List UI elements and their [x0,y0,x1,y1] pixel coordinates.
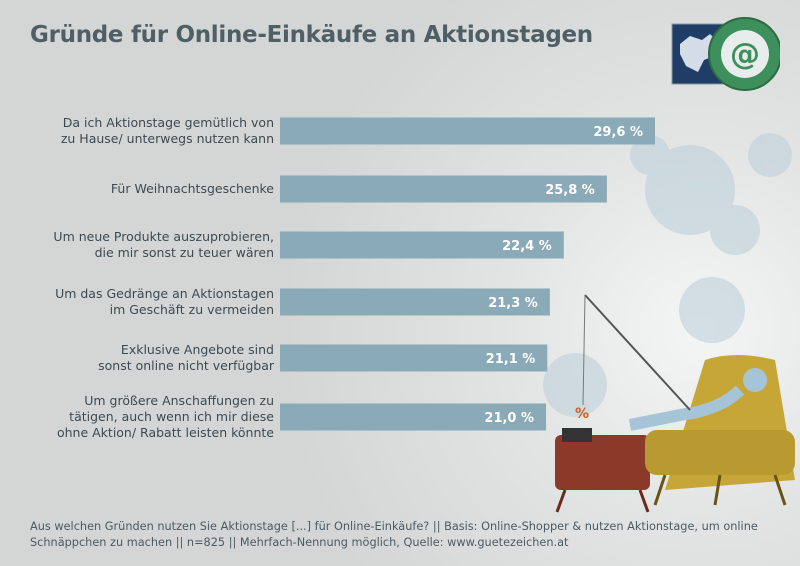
category-label-line: zu Hause/ unterwegs nutzen kann [60,131,274,146]
category-label: Um das Gedränge an Aktionstagen im Geschä… [4,286,274,318]
category-label: Um größere Anschaffungen zu tätigen, auch… [4,393,274,441]
bar [280,403,547,431]
category-label: Da ich Aktionstage gemütlich von zu Hause… [4,115,274,147]
data-label: 21,3 % [488,296,538,311]
svg-text:@: @ [730,37,760,72]
bar [280,231,564,259]
armchair-illustration: % [555,294,795,513]
data-label: 21,0 % [484,411,534,426]
bar [280,175,607,203]
data-label: 29,6 % [593,125,643,140]
footnote-line-2: Schnäppchen zu machen || n=825 || Mehrfa… [30,536,569,549]
guetezeichen-logo: @ [671,17,780,91]
category-label: Um neue Produkte auszuprobieren, die mir … [4,229,274,261]
category-label-line: Für Weihnachtsgeschenke [110,181,274,196]
category-label-line: Exklusive Angebote sind [120,342,274,357]
category-label-line: tätigen, auch wenn ich mir diese [69,409,274,424]
bar [280,288,550,316]
category-label-line: Um größere Anschaffungen zu [84,393,274,408]
chart-footnote: Aus welchen Gründen nutzen Sie Aktionsta… [30,519,790,551]
category-label: Für Weihnachtsgeschenke [4,181,274,197]
data-label: 21,1 % [486,352,536,367]
category-label-line: Da ich Aktionstage gemütlich von [62,115,274,130]
category-label-line: die mir sonst zu teuer wären [94,245,274,260]
footnote-line-1: Aus welchen Gründen nutzen Sie Aktionsta… [30,520,758,533]
category-label-line: Um neue Produkte auszuprobieren, [53,229,274,244]
category-label-line: Um das Gedränge an Aktionstagen [55,286,274,301]
category-label: Exklusive Angebote sind sonst online nich… [4,342,274,374]
bar [280,117,655,145]
svg-text:%: % [575,406,589,422]
bar [280,344,548,372]
data-label: 22,4 % [502,239,552,254]
category-label-line: im Geschäft zu vermeiden [109,302,274,317]
category-label-line: sonst online nicht verfügbar [98,358,274,373]
data-label: 25,8 % [545,183,595,198]
category-label-line: ohne Aktion/ Rabatt leisten könnte [56,425,274,440]
chart-title: Gründe für Online-Einkäufe an Aktionstag… [30,22,593,48]
